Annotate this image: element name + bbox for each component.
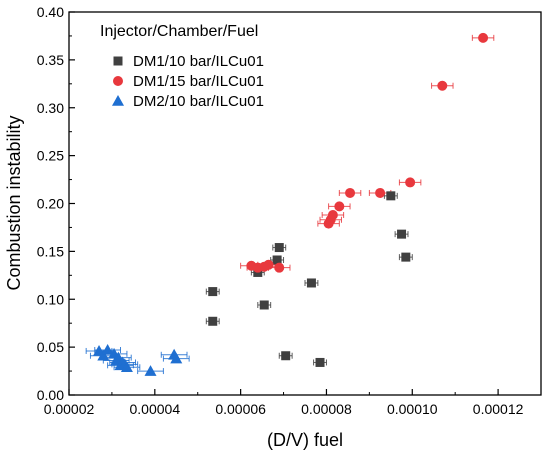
square-data-point: [281, 351, 291, 361]
y-axis-label: Combustion instability: [4, 115, 24, 290]
triangle-data-point: [120, 361, 133, 373]
circle-data-point: [437, 80, 448, 91]
square-data-point: [259, 300, 269, 310]
circle-data-point: [405, 177, 416, 188]
legend-title: Injector/Chamber/Fuel: [100, 23, 258, 40]
legend-entry-label: DM2/10 bar/ILCu01: [133, 93, 264, 110]
ticks-layer: 0.00002 0.00004 0.00006 0.00008 0.00010 0.000…: [37, 4, 524, 417]
circle-data-point: [478, 32, 489, 43]
circle-data-point: [263, 259, 274, 270]
x-tick-label: 0.00006: [215, 401, 266, 417]
y-tick-label: 0.25: [37, 148, 64, 164]
square-data-point: [306, 278, 316, 288]
x-axis-label: (D/V) fuel: [267, 430, 343, 450]
square-data-point: [208, 316, 218, 326]
x-tick-label: 0.00010: [387, 401, 438, 417]
legend-triangle-icon: [112, 95, 124, 106]
y-tick-label: 0.00: [37, 387, 64, 403]
legend-entry-label: DM1/15 bar/ILCu01: [133, 73, 264, 90]
y-tick-label: 0.10: [37, 291, 64, 307]
square-data-point: [397, 229, 407, 239]
triangle-data-point: [144, 365, 157, 376]
x-tick-label: 0.00008: [301, 401, 352, 417]
triangle-data-point: [97, 349, 110, 361]
circle-data-point: [345, 187, 356, 198]
legend-square-icon: [113, 56, 123, 66]
y-tick-label: 0.30: [37, 100, 64, 116]
circle-data-point: [375, 187, 386, 198]
legend-circle-icon: [113, 76, 123, 86]
data-points-layer: [93, 32, 489, 376]
x-tick-label: 0.00012: [473, 401, 524, 417]
square-data-point: [274, 243, 284, 253]
circle-data-point: [274, 262, 285, 273]
triangle-data-point: [170, 352, 183, 364]
circle-data-point: [334, 201, 345, 212]
square-data-point: [208, 287, 218, 297]
triangle-data-point: [101, 343, 114, 355]
y-tick-label: 0.40: [37, 4, 64, 20]
legend-entry-label: DM1/10 bar/ILCu01: [133, 53, 264, 70]
square-data-point: [315, 357, 325, 367]
square-data-point: [401, 252, 411, 262]
legend: Injector/Chamber/Fuel DM1/10 bar/ILCu01 D…: [100, 23, 264, 110]
y-tick-label: 0.15: [37, 243, 64, 259]
square-data-point: [272, 255, 282, 265]
circle-data-point: [327, 209, 338, 220]
x-tick-label: 0.00002: [44, 401, 95, 417]
x-tick-label: 0.00004: [130, 401, 181, 417]
y-tick-label: 0.05: [37, 339, 64, 355]
y-tick-label: 0.20: [37, 196, 64, 212]
square-data-point: [386, 191, 396, 201]
y-tick-label: 0.35: [37, 52, 64, 68]
